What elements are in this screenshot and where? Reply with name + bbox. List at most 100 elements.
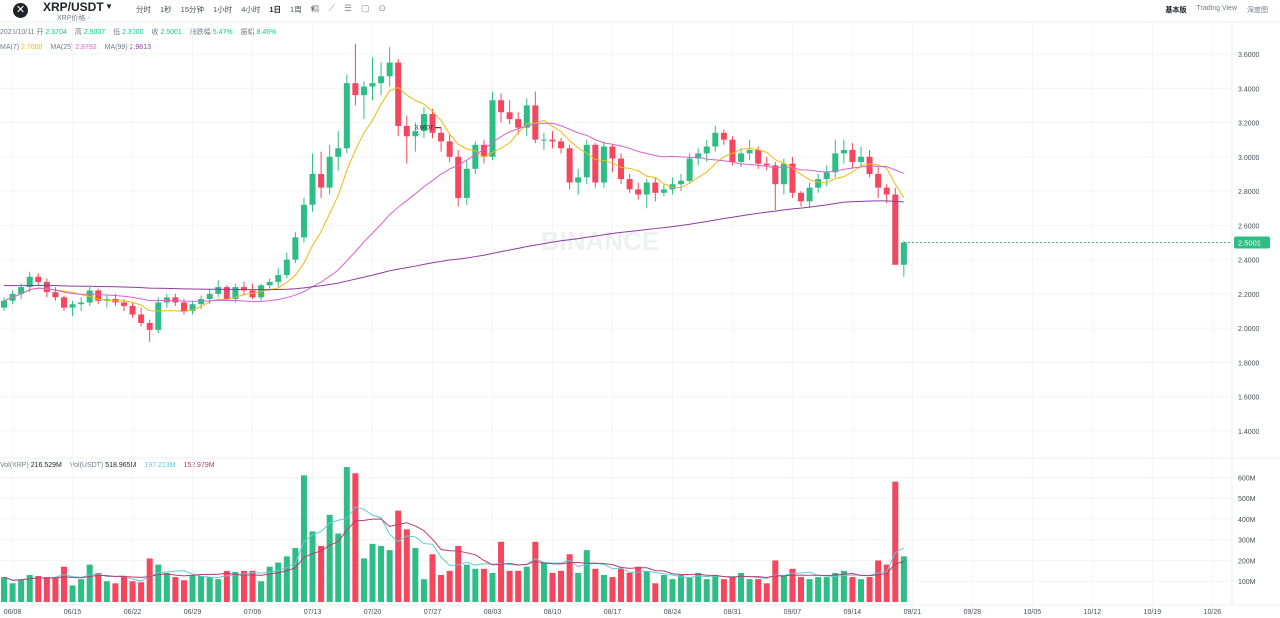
- date-tick-label: 09/14: [844, 609, 862, 616]
- date-tick-label: 09/07: [784, 609, 802, 616]
- volume-bar: [240, 570, 247, 602]
- date-tick-label: 08/31: [724, 609, 742, 616]
- candle-body: [215, 287, 222, 294]
- reset-icon[interactable]: ⊙: [378, 3, 386, 13]
- volume-bar: [618, 568, 625, 602]
- volume-bar: [558, 570, 565, 602]
- candle-body: [455, 156, 462, 198]
- draw-icon[interactable]: ⟋: [328, 3, 335, 13]
- candle-body: [240, 287, 247, 291]
- tab-interval-15m[interactable]: 15分钟: [180, 5, 205, 14]
- tab-interval-timeline[interactable]: 分时: [136, 5, 151, 14]
- price-tick-label: 2.0000: [1238, 326, 1260, 333]
- candle-body: [626, 179, 633, 190]
- candle-body: [600, 146, 607, 183]
- candle-body: [823, 172, 830, 180]
- candle-body: [472, 144, 479, 169]
- volume-bar: [52, 578, 59, 602]
- candle-body: [832, 153, 839, 173]
- candle-body: [815, 179, 822, 188]
- price-tick-label: 3.4000: [1238, 86, 1260, 93]
- candle-body: [129, 305, 136, 315]
- candle-body: [1, 300, 7, 308]
- volume-tick-label: 600M: [1238, 475, 1256, 482]
- candle-body: [729, 139, 736, 162]
- volume-bar: [703, 579, 710, 602]
- candle-body: [515, 119, 522, 128]
- candle-body: [660, 189, 667, 193]
- volume-bar: [523, 566, 530, 602]
- volume-bar: [112, 583, 119, 602]
- price-tick-label: 3.2000: [1238, 121, 1260, 128]
- candle-body: [892, 194, 899, 265]
- volume-bar: [206, 577, 213, 602]
- vol-label: Vol(XRP): [0, 462, 29, 469]
- top-toolbar: ✕ XRP/USDT ▼ XRP价格 - 分时 1秒 15分钟 1小时 4小时 …: [0, 0, 1280, 22]
- candle-body: [840, 149, 847, 154]
- tab-view-depth[interactable]: 深度图: [1247, 7, 1268, 14]
- settings-icon[interactable]: ☰: [343, 3, 352, 13]
- fullscreen-icon[interactable]: ▢: [360, 3, 370, 13]
- tab-view-tradingview[interactable]: Trading View: [1196, 5, 1237, 12]
- candle-body: [120, 302, 127, 306]
- volume-bar: [180, 580, 187, 602]
- date-tick-label: 08/24: [664, 609, 682, 616]
- symbol-title[interactable]: XRP/USDT: [43, 0, 104, 14]
- volume-bar: [506, 570, 513, 602]
- tab-interval-1s[interactable]: 1秒: [160, 5, 172, 14]
- tab-interval-1h[interactable]: 1小时: [213, 5, 233, 14]
- interval-tabs: 分时 1秒 15分钟 1小时 4小时 1日 1周 ▾: [136, 4, 314, 15]
- candle-body: [378, 76, 385, 84]
- volume-bar: [9, 583, 16, 602]
- volume-bar: [300, 475, 307, 602]
- candle-body: [283, 259, 290, 276]
- candle-body: [163, 297, 170, 303]
- tab-view-basic[interactable]: 基本版: [1165, 7, 1187, 14]
- volume-bar: [566, 554, 573, 602]
- volume-bar: [592, 568, 599, 602]
- volume-bar: [198, 576, 205, 602]
- volume-bar: [318, 545, 325, 602]
- volume-bar: [249, 570, 256, 602]
- close-value: 2.5001: [160, 29, 182, 36]
- indicator-icon[interactable]: ▤: [311, 3, 320, 13]
- volume-bar: [660, 575, 667, 602]
- volume-bar: [360, 558, 367, 602]
- volume-bar: [155, 564, 162, 602]
- volume-bar: [746, 579, 753, 602]
- volume-bar: [540, 562, 547, 602]
- candle-body: [403, 125, 410, 137]
- volume-bar: [755, 579, 762, 602]
- candle-body: [618, 158, 625, 180]
- volume-bar: [669, 579, 676, 602]
- low-label: 低: [113, 29, 121, 36]
- volume-bar: [583, 550, 590, 602]
- tab-interval-1w[interactable]: 1周: [290, 5, 302, 14]
- volq-value: 518.965M: [105, 462, 137, 469]
- candle-body: [292, 237, 299, 260]
- volume-bar: [292, 548, 299, 602]
- volume-bar: [875, 560, 882, 602]
- candle-body: [352, 83, 359, 96]
- candle-body: [95, 290, 102, 301]
- candle-body: [146, 323, 153, 330]
- amplitude-label: 振幅: [240, 29, 255, 36]
- candle-body: [138, 314, 145, 324]
- symbol-dropdown-icon[interactable]: ▼: [105, 2, 113, 11]
- candle-body: [738, 153, 745, 162]
- volume-bar: [695, 572, 702, 602]
- volume-bar: [455, 545, 462, 602]
- candle-body: [429, 113, 436, 133]
- volume-info: Vol(XRP) 216.529M Vol(USDT) 518.965M 197…: [0, 462, 215, 469]
- candle-body: [798, 192, 805, 202]
- price-tick-label: 2.4000: [1238, 258, 1260, 265]
- candle-body: [643, 182, 650, 195]
- open-label: 开: [36, 29, 44, 36]
- more-intervals-icon[interactable]: ▾: [310, 4, 315, 13]
- tab-interval-4h[interactable]: 4小时: [241, 5, 261, 14]
- volume-bar: [600, 575, 607, 602]
- close-icon[interactable]: ✕: [13, 3, 28, 18]
- tab-interval-1d[interactable]: 1日: [269, 5, 282, 14]
- view-tabs: 基本版 Trading View 深度图: [1166, 5, 1268, 15]
